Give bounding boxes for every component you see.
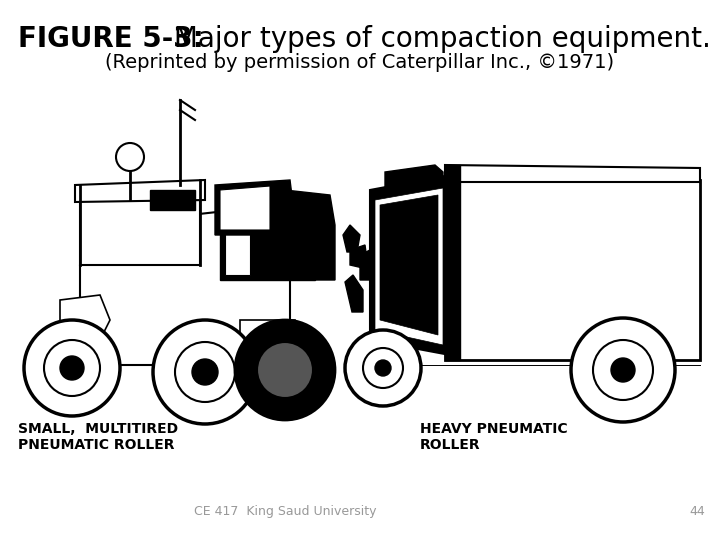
Polygon shape (240, 320, 295, 360)
Polygon shape (220, 186, 270, 230)
Circle shape (44, 340, 100, 396)
Circle shape (24, 320, 120, 416)
Polygon shape (445, 180, 700, 360)
Polygon shape (60, 295, 110, 340)
Polygon shape (380, 195, 438, 335)
Circle shape (235, 320, 335, 420)
Circle shape (611, 358, 635, 382)
Circle shape (192, 359, 218, 385)
Circle shape (363, 348, 403, 388)
Polygon shape (220, 205, 315, 280)
Polygon shape (385, 165, 443, 192)
Polygon shape (443, 280, 450, 295)
Circle shape (593, 340, 653, 400)
Circle shape (257, 342, 313, 398)
Polygon shape (445, 165, 460, 360)
Polygon shape (80, 205, 315, 365)
Polygon shape (345, 275, 363, 312)
Circle shape (153, 320, 257, 424)
Text: HEAVY PNEUMATIC: HEAVY PNEUMATIC (420, 422, 567, 436)
Polygon shape (150, 190, 195, 210)
Polygon shape (285, 190, 335, 280)
Text: ROLLER: ROLLER (420, 438, 481, 452)
Text: PNEUMATIC ROLLER: PNEUMATIC ROLLER (18, 438, 174, 452)
Polygon shape (350, 245, 367, 268)
Circle shape (345, 330, 421, 406)
Polygon shape (343, 225, 360, 252)
Circle shape (571, 318, 675, 422)
Text: 44: 44 (689, 505, 705, 518)
Circle shape (375, 360, 391, 376)
Polygon shape (80, 200, 200, 265)
Text: CE 417  King Saud University: CE 417 King Saud University (194, 505, 377, 518)
Circle shape (116, 143, 144, 171)
Text: (Reprinted by permission of Caterpillar Inc., ©1971): (Reprinted by permission of Caterpillar … (105, 53, 615, 72)
Polygon shape (75, 180, 205, 202)
Text: Major types of compaction equipment.: Major types of compaction equipment. (165, 25, 711, 53)
Polygon shape (370, 175, 450, 355)
Polygon shape (360, 245, 385, 280)
Polygon shape (215, 180, 295, 235)
Text: SMALL,  MULTITIRED: SMALL, MULTITIRED (18, 422, 178, 436)
Polygon shape (445, 165, 700, 182)
Circle shape (175, 342, 235, 402)
Polygon shape (375, 188, 443, 345)
Circle shape (60, 356, 84, 380)
Polygon shape (225, 220, 250, 275)
Text: FIGURE 5-3:: FIGURE 5-3: (18, 25, 204, 53)
